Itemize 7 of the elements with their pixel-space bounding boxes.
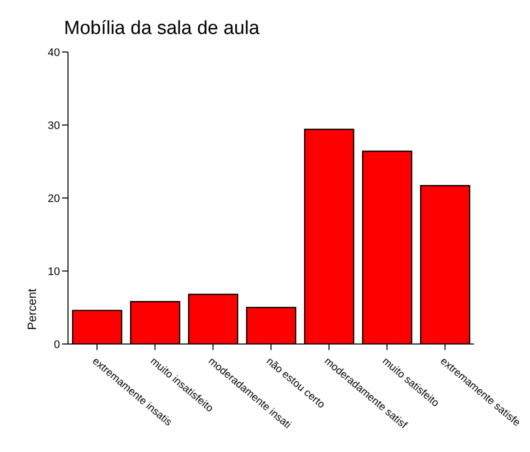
y-tick-label: 10 <box>48 266 60 278</box>
y-tick-label: 40 <box>48 46 60 59</box>
y-tick-label: 0 <box>54 338 60 351</box>
y-tick-label: 30 <box>48 120 60 132</box>
y-tick-label: 20 <box>48 192 60 205</box>
y-axis-title: Percent <box>25 288 39 330</box>
chart-title: Mobília da sala de aula <box>64 18 260 40</box>
